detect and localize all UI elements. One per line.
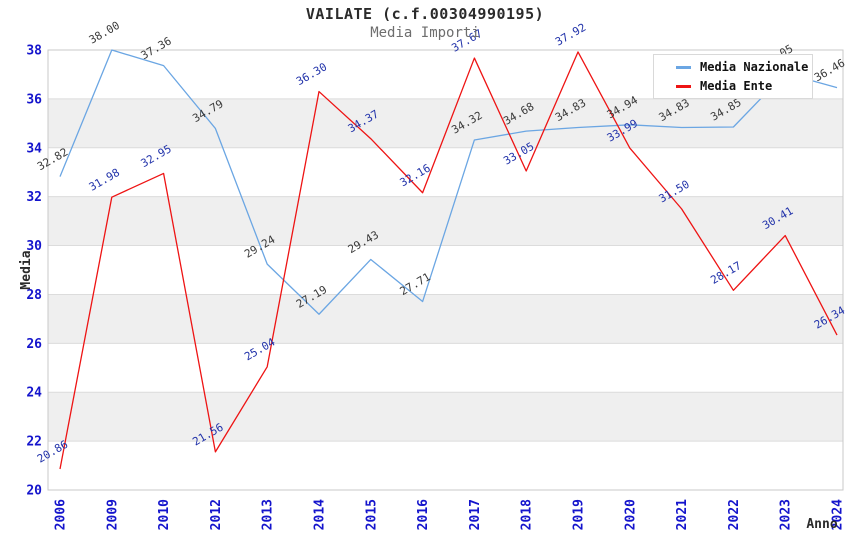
y-tick-label: 32 — [26, 190, 42, 205]
x-tick-label: 2009 — [105, 499, 120, 530]
x-axis-title: Anno — [806, 517, 837, 532]
point-label: 31.98 — [87, 166, 122, 194]
y-tick-label: 24 — [26, 386, 42, 401]
series-line-media-ente — [59, 51, 838, 470]
point-label: 28.17 — [708, 259, 743, 287]
x-tick-label: 2020 — [623, 499, 638, 530]
y-tick-label: 26 — [26, 337, 42, 352]
grid-band — [48, 196, 843, 246]
x-tick-label: 2014 — [313, 499, 328, 530]
x-tick-label: 2017 — [468, 499, 483, 530]
grid-band — [48, 98, 843, 148]
plot-frame — [47, 49, 844, 491]
x-tick-label: 2006 — [54, 499, 69, 530]
x-tick-label: 2015 — [364, 499, 379, 530]
x-tick-label: 2010 — [157, 499, 172, 530]
y-tick-label: 20 — [26, 484, 42, 499]
point-label: 36.46 — [812, 56, 847, 84]
y-tick-label: 28 — [26, 288, 42, 303]
x-tick-label: 2024 — [831, 499, 846, 530]
y-tick-label: 36 — [26, 92, 42, 107]
grid-band — [48, 392, 843, 442]
chart-title: VAILATE (c.f.00304990195) — [305, 5, 545, 23]
y-tick-label: 38 — [26, 44, 42, 59]
y-axis-title: Media — [19, 250, 34, 289]
legend-swatch-nazionale-icon — [676, 65, 691, 69]
legend-item-media-ente: Media Ente — [654, 79, 812, 93]
x-tick-label: 2023 — [779, 499, 794, 530]
x-tick-label: 2022 — [727, 499, 742, 530]
x-tick-label: 2018 — [520, 499, 535, 530]
x-tick-label: 2012 — [209, 499, 224, 530]
x-tick-label: 2016 — [416, 499, 431, 530]
grid-band — [48, 294, 843, 344]
legend: Media Nazionale Media Ente — [653, 54, 813, 99]
legend-label-media-ente: Media Ente — [700, 79, 773, 93]
y-tick-label: 34 — [26, 141, 42, 156]
chart-subtitle: Media Importi — [370, 25, 480, 41]
point-label: 36.30 — [294, 60, 329, 88]
x-tick-label: 2021 — [675, 499, 690, 530]
legend-item-media-nazionale: Media Nazionale — [654, 60, 812, 74]
y-tick-label: 22 — [26, 435, 42, 450]
x-tick-label: 2013 — [261, 499, 276, 530]
y-tick-label: 30 — [26, 239, 42, 254]
legend-swatch-ente-icon — [676, 84, 691, 88]
x-tick-label: 2019 — [572, 499, 587, 530]
series-line-media-nazionale — [59, 49, 838, 315]
legend-label-media-nazionale: Media Nazionale — [700, 60, 809, 74]
